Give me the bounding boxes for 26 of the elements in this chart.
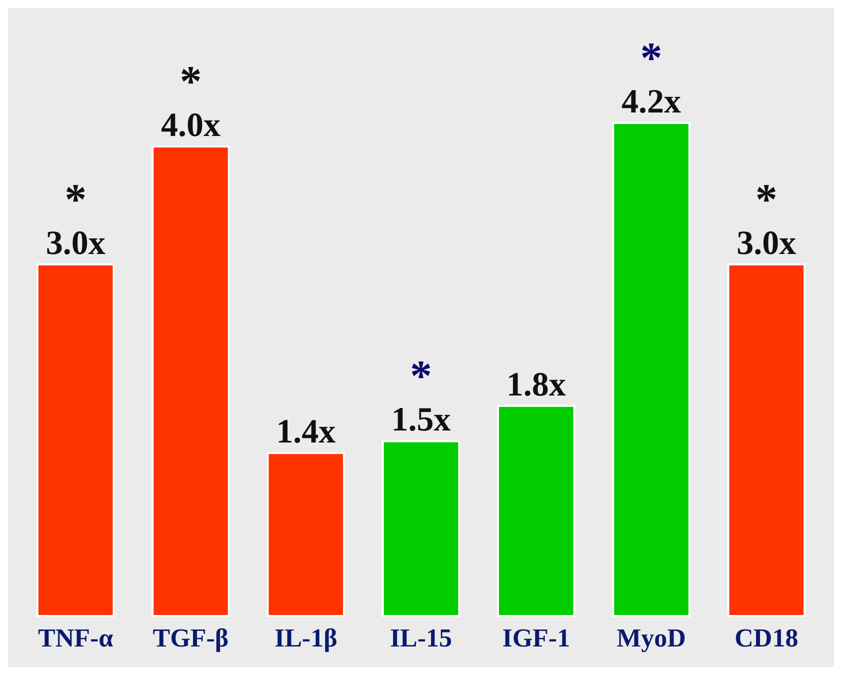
x-tick-label: MyoD xyxy=(616,624,686,652)
data-label: 1.5x xyxy=(391,402,451,439)
annotation: * xyxy=(640,33,662,82)
annotation: * xyxy=(64,174,87,224)
x-tick-label: IL-1β xyxy=(274,624,338,652)
data-label: 3.0x xyxy=(736,224,796,262)
x-tick-label: CD18 xyxy=(734,624,798,652)
bar xyxy=(266,452,346,617)
x-tick-label: IL-15 xyxy=(390,624,452,652)
x-tick-label: TNF-α xyxy=(38,624,114,652)
annotation: * xyxy=(755,174,778,224)
data-label: 1.8x xyxy=(506,366,566,404)
bar xyxy=(727,263,806,617)
x-tick-label: TGF-β xyxy=(152,624,229,652)
data-label: 4.2x xyxy=(622,83,682,120)
annotation: * xyxy=(410,352,432,401)
annotation: * xyxy=(180,57,202,106)
bar xyxy=(382,440,460,617)
bar xyxy=(36,263,115,617)
bar xyxy=(152,146,230,617)
x-tick-label: IGF-1 xyxy=(502,624,570,652)
data-label: 3.0x xyxy=(46,224,106,262)
data-label: 4.0x xyxy=(160,107,220,144)
bar xyxy=(496,404,576,617)
data-label: 1.4x xyxy=(276,413,336,450)
bar xyxy=(612,122,690,617)
